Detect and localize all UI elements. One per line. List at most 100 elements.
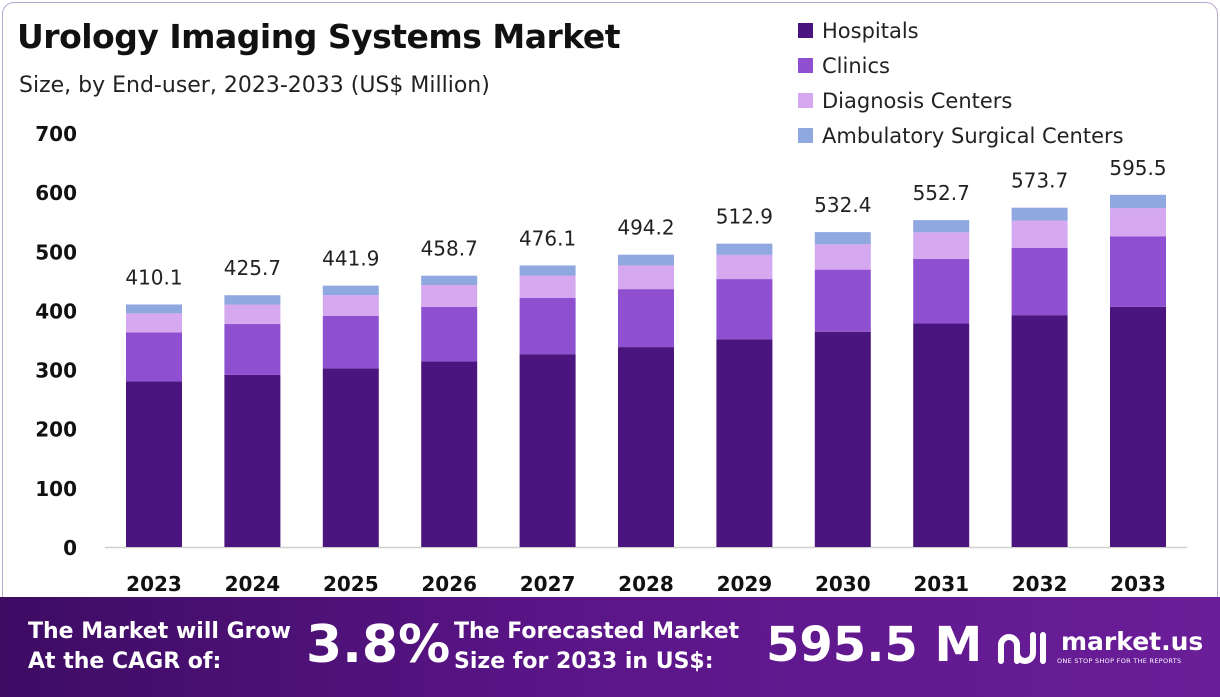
bar-segment-ambulatory-surgical-centers xyxy=(814,232,871,245)
x-tick-label: 2030 xyxy=(815,572,871,596)
bar-segment-hospitals xyxy=(1011,315,1068,547)
legend-item: Hospitals xyxy=(798,13,1124,48)
x-tick-label: 2025 xyxy=(323,572,379,596)
bar-segment-hospitals xyxy=(716,339,773,547)
bar-segment-ambulatory-surgical-centers xyxy=(421,275,478,285)
bar-total-label: 532.4 xyxy=(814,193,871,217)
forecast-label: The Forecasted Market Size for 2033 in U… xyxy=(454,619,740,674)
bar-segment-diagnosis-centers xyxy=(519,275,576,299)
bar-total-label: 441.9 xyxy=(322,247,379,271)
bar-segment-clinics xyxy=(126,332,182,382)
y-tick-label: 600 xyxy=(35,181,77,205)
bar-segment-ambulatory-surgical-centers xyxy=(126,304,182,314)
bar-segment-clinics xyxy=(519,298,576,355)
bar-segment-diagnosis-centers xyxy=(716,254,773,280)
y-tick-label: 500 xyxy=(35,240,77,264)
bar-segment-diagnosis-centers xyxy=(224,304,281,325)
x-tick-label: 2029 xyxy=(717,572,773,596)
y-tick-label: 300 xyxy=(35,359,77,383)
bar-total-label: 476.1 xyxy=(519,226,576,250)
x-tick-label: 2031 xyxy=(913,572,969,596)
bar-total-label: 512.9 xyxy=(716,205,773,229)
legend-item: Ambulatory Surgical Centers xyxy=(798,118,1124,153)
y-tick-label: 0 xyxy=(63,536,77,560)
bar-segment-ambulatory-surgical-centers xyxy=(913,220,970,233)
bar-segment-clinics xyxy=(1011,247,1068,316)
brand-tagline: ONE STOP SHOP FOR THE REPORTS xyxy=(1057,657,1182,665)
bar-segment-diagnosis-centers xyxy=(421,284,478,307)
bar-segment-hospitals xyxy=(1110,306,1166,547)
y-tick-label: 400 xyxy=(35,299,77,323)
legend-swatch xyxy=(798,128,813,143)
bar-total-label: 410.1 xyxy=(125,265,182,289)
x-tick-label: 2033 xyxy=(1110,572,1166,596)
bar-segment-ambulatory-surgical-centers xyxy=(224,295,281,305)
bar-segment-diagnosis-centers xyxy=(126,313,182,333)
legend-label: Clinics xyxy=(822,53,890,78)
bar-segment-diagnosis-centers xyxy=(618,265,674,290)
bar-segment-clinics xyxy=(1110,236,1166,307)
bar-segment-clinics xyxy=(224,324,281,375)
chart-title: Urology Imaging Systems Market xyxy=(17,17,621,56)
bar-segment-clinics xyxy=(322,315,379,369)
y-tick-label: 200 xyxy=(35,418,77,442)
x-tick-label: 2032 xyxy=(1012,572,1068,596)
stacked-bar-chart: 0 100 200 300 400 500 600 700 410.1 2023 425.7 2024… xyxy=(35,122,1187,596)
bar-segment-clinics xyxy=(421,306,478,362)
bar-total-label: 573.7 xyxy=(1011,169,1068,193)
bar-segment-clinics xyxy=(913,258,970,324)
cagr-value: 3.8% xyxy=(306,615,451,675)
legend-label: Ambulatory Surgical Centers xyxy=(822,123,1124,148)
chart-subtitle: Size, by End-user, 2023-2033 (US$ Millio… xyxy=(19,73,490,98)
bar-total-label: 595.5 xyxy=(1109,156,1166,180)
bar-segment-diagnosis-centers xyxy=(1011,220,1068,248)
footer-banner: The Market will Grow At the CAGR of: 3.8… xyxy=(0,597,1220,697)
bar-segment-clinics xyxy=(618,289,674,348)
bar-segment-ambulatory-surgical-centers xyxy=(716,243,773,255)
bar-segment-hospitals xyxy=(519,354,576,547)
bar-segment-hospitals xyxy=(814,331,871,547)
legend-swatch xyxy=(798,58,813,73)
x-tick-label: 2023 xyxy=(126,572,182,596)
bar-segment-diagnosis-centers xyxy=(322,295,379,316)
bar-segment-diagnosis-centers xyxy=(1110,208,1166,237)
bar-total-label: 494.2 xyxy=(617,216,674,240)
bar-segment-ambulatory-surgical-centers xyxy=(1110,194,1166,209)
legend-label: Diagnosis Centers xyxy=(822,88,1013,113)
bar-total-label: 425.7 xyxy=(224,256,281,280)
legend-swatch xyxy=(798,93,813,108)
x-tick-label: 2024 xyxy=(225,572,281,596)
legend-item: Diagnosis Centers xyxy=(798,83,1124,118)
legend-label: Hospitals xyxy=(822,18,919,43)
forecast-value: 595.5 M xyxy=(766,617,983,673)
bar-segment-hospitals xyxy=(913,323,970,547)
bar-segment-hospitals xyxy=(421,361,478,547)
bar-segment-clinics xyxy=(814,269,871,332)
brand-logo[interactable]: market.us ONE STOP SHOP FOR THE REPORTS xyxy=(995,625,1215,671)
brand-name: market.us xyxy=(1061,627,1204,656)
bar-total-label: 458.7 xyxy=(421,237,478,261)
bar-segment-ambulatory-surgical-centers xyxy=(519,265,576,276)
bar-segment-ambulatory-surgical-centers xyxy=(322,285,379,296)
bar-segment-hospitals xyxy=(224,374,281,547)
bar-segment-hospitals xyxy=(618,347,674,547)
bar-segment-diagnosis-centers xyxy=(913,232,970,259)
x-tick-label: 2027 xyxy=(520,572,576,596)
bar-segment-hospitals xyxy=(126,381,182,547)
bar-segment-clinics xyxy=(716,279,773,340)
bar-segment-diagnosis-centers xyxy=(814,244,871,270)
legend-swatch xyxy=(798,23,813,38)
y-tick-label: 700 xyxy=(35,122,77,146)
chart-legend: Hospitals Clinics Diagnosis Centers Ambulat… xyxy=(798,13,1124,153)
bar-segment-hospitals xyxy=(322,368,379,547)
market-us-logo-icon xyxy=(998,632,1046,664)
x-tick-label: 2026 xyxy=(421,572,477,596)
bar-segment-ambulatory-surgical-centers xyxy=(618,254,674,266)
x-tick-label: 2028 xyxy=(618,572,674,596)
y-tick-label: 100 xyxy=(35,477,77,501)
bar-segment-ambulatory-surgical-centers xyxy=(1011,207,1068,221)
bar-total-label: 552.7 xyxy=(913,181,970,205)
legend-item: Clinics xyxy=(798,48,1124,83)
cagr-label: The Market will Grow At the CAGR of: xyxy=(28,619,291,674)
